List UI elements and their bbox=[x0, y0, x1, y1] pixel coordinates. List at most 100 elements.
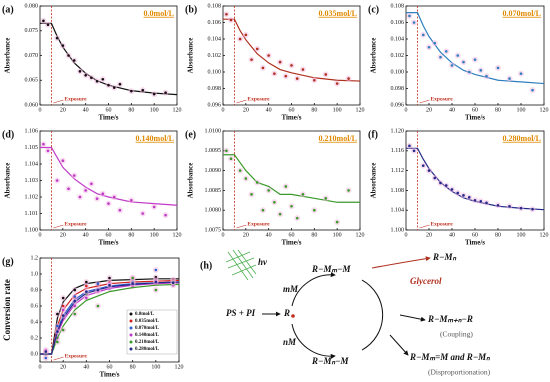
y-tick-label: 0.098 bbox=[391, 86, 405, 92]
data-point bbox=[479, 199, 483, 203]
x-axis-label: Time/s bbox=[99, 371, 119, 379]
data-point bbox=[78, 195, 82, 199]
y-axis-label: Absorbance bbox=[4, 163, 12, 199]
y-tick-label: 0.106 bbox=[391, 20, 405, 26]
panel-title: 0.0mol/L bbox=[144, 9, 174, 18]
data-point bbox=[56, 312, 59, 316]
data-point bbox=[324, 197, 328, 200]
y-tick-label: 1.0090 bbox=[205, 168, 222, 174]
x-tick-label: 0 bbox=[222, 107, 225, 113]
data-point bbox=[261, 66, 265, 70]
glycerol: Glycerol bbox=[410, 276, 442, 286]
data-point bbox=[61, 296, 65, 300]
x-tick-label: 20 bbox=[60, 364, 66, 370]
light-icon bbox=[225, 249, 257, 281]
data-point bbox=[433, 176, 437, 180]
data-point bbox=[456, 54, 460, 57]
data-point bbox=[95, 79, 99, 83]
data-point bbox=[267, 189, 270, 192]
data-point bbox=[439, 55, 442, 59]
panel-label: (g) bbox=[2, 256, 14, 267]
plot-frame bbox=[39, 5, 178, 106]
reactants: PS + PI bbox=[226, 308, 256, 318]
data-point bbox=[171, 281, 175, 285]
data-point bbox=[73, 312, 77, 316]
y-tick-label: 1.0085 bbox=[205, 188, 222, 194]
y-tick-label: 0.070 bbox=[25, 53, 39, 59]
data-point bbox=[85, 280, 88, 284]
data-point bbox=[78, 70, 82, 73]
plot-frame bbox=[222, 5, 361, 106]
data-point bbox=[427, 169, 431, 172]
data-point bbox=[273, 200, 276, 204]
y-axis-label: Conversion rate bbox=[2, 279, 12, 341]
fit-line bbox=[40, 283, 180, 355]
data-point bbox=[244, 33, 248, 37]
annotation: Exposure bbox=[247, 96, 270, 102]
data-point bbox=[496, 66, 500, 70]
x-tick-label: 100 bbox=[333, 107, 342, 113]
annotation: Exposure bbox=[431, 96, 454, 102]
data-point bbox=[152, 92, 156, 96]
data-point bbox=[61, 314, 65, 317]
annotation: Exposure bbox=[64, 221, 87, 227]
y-tick-label: 0.102 bbox=[391, 53, 405, 59]
data-point bbox=[96, 288, 100, 292]
data-point bbox=[313, 78, 316, 82]
x-tick-label: 80 bbox=[128, 107, 134, 113]
exposure-arrow bbox=[419, 99, 430, 104]
data-point bbox=[42, 142, 45, 146]
arrow bbox=[291, 323, 336, 359]
data-point bbox=[335, 220, 339, 224]
y-axis-label: Absorbance bbox=[4, 38, 12, 74]
x-tick-label: 0 bbox=[39, 364, 42, 370]
x-axis-label: Time/s bbox=[281, 239, 301, 247]
data-point bbox=[408, 14, 411, 18]
panel-label: (b) bbox=[185, 4, 197, 15]
data-point bbox=[295, 216, 299, 220]
upper-chain: R−Mₘ−M bbox=[311, 264, 352, 274]
y-tick-label: 1.0075 bbox=[205, 227, 222, 233]
data-point bbox=[290, 204, 293, 208]
legend-marker bbox=[129, 347, 133, 351]
x-tick-label: 80 bbox=[311, 232, 317, 238]
data-point bbox=[450, 188, 454, 191]
panel-title: 0.070mol/L bbox=[503, 9, 541, 18]
plot-frame bbox=[39, 130, 178, 231]
reaction-diagram: (h) hv PS + PI R mM nM R−Mₘ−M R−Mₙ−M R−M… bbox=[200, 249, 491, 377]
data-point bbox=[496, 203, 500, 207]
legend-marker bbox=[129, 326, 133, 330]
legend-entry: 0.070mol/L bbox=[135, 326, 160, 331]
y-tick-label: 1.100 bbox=[391, 227, 405, 233]
panel-label: (a) bbox=[2, 4, 14, 15]
y-tick-label: 1.104 bbox=[391, 208, 405, 214]
data-point bbox=[225, 149, 228, 153]
panel-label: (e) bbox=[185, 129, 196, 140]
data-point bbox=[55, 36, 59, 40]
disproportionation: (Disproportionation) bbox=[428, 368, 491, 377]
panel-title: 0.035mol/L bbox=[319, 9, 357, 18]
x-tick-label: 60 bbox=[107, 364, 113, 370]
data-point bbox=[255, 181, 259, 184]
y-tick-label: 1.102 bbox=[25, 194, 39, 200]
arrow bbox=[371, 256, 431, 269]
legend-box bbox=[126, 309, 178, 355]
y-tick-label: 0.098 bbox=[208, 86, 222, 92]
data-point bbox=[462, 194, 465, 197]
data-point bbox=[95, 197, 99, 200]
y-tick-label: 0.075 bbox=[25, 28, 39, 34]
data-point bbox=[284, 74, 288, 78]
y-tick-label: 1.105 bbox=[25, 145, 39, 151]
x-tick-label: 80 bbox=[495, 232, 501, 238]
data-point bbox=[44, 350, 48, 353]
x-tick-label: 20 bbox=[426, 232, 432, 238]
y-tick-label: 1.101 bbox=[25, 211, 39, 217]
data-point bbox=[439, 181, 442, 185]
data-point bbox=[412, 21, 416, 24]
panel-title: 0.280mol/L bbox=[503, 134, 541, 143]
data-point bbox=[84, 189, 87, 192]
panel-label: (c) bbox=[368, 4, 379, 15]
y-tick-label: 0.080 bbox=[25, 3, 39, 9]
data-point bbox=[73, 304, 77, 308]
